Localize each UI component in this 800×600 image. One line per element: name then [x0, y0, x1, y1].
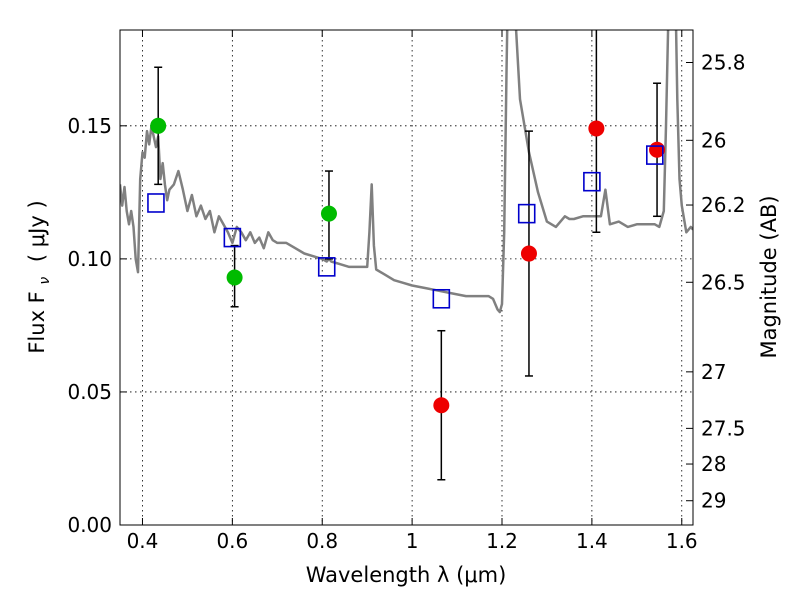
x-tick-label: 1.6	[666, 529, 698, 553]
model-flux-square	[645, 145, 664, 165]
green-photometry-point	[320, 205, 337, 222]
right-tick-label: 29	[701, 489, 726, 513]
model-flux-square	[147, 193, 165, 213]
model-flux-square	[223, 227, 242, 248]
right-tick-label: 26	[701, 128, 726, 152]
y-tick-label: 0.00	[67, 513, 112, 537]
y-axis-label-subscript: ν	[37, 277, 53, 285]
y-axis-label-group: Flux F ν ( μJy )	[25, 200, 54, 353]
model-flux-square	[583, 171, 601, 192]
red-photometry-point	[588, 120, 605, 137]
y-axis-label-unit: ( μJy )	[25, 200, 49, 262]
x-tick-label: 1.4	[576, 529, 608, 553]
model-flux-square	[517, 203, 536, 224]
y-tick-label: 0.15	[67, 114, 112, 138]
right-tick-label: 27.5	[701, 416, 746, 440]
red-photometry-point	[433, 397, 450, 414]
data-markers	[147, 117, 666, 414]
right-tick-label: 25.8	[701, 50, 746, 74]
plot-area	[120, 30, 693, 314]
right-tick-label: 28	[701, 452, 726, 476]
right-tick-label: 26.5	[701, 270, 746, 294]
green-photometry-point	[226, 269, 243, 286]
right-tick-label: 27	[701, 360, 726, 384]
red-photometry-point	[520, 245, 537, 262]
model-flux-square	[432, 288, 451, 309]
green-photometry-point	[150, 117, 167, 134]
right-axis-label: Magnitude (AB)	[757, 195, 781, 358]
y-axis-label: Flux F	[25, 291, 49, 353]
x-tick-label: 0.4	[127, 529, 159, 553]
x-tick-label: 0.8	[306, 529, 338, 553]
right-tick-label: 26.2	[701, 193, 746, 217]
y-tick-label: 0.05	[67, 380, 112, 404]
x-tick-label: 1	[406, 529, 419, 553]
x-tick-label: 0.6	[216, 529, 248, 553]
x-tick-label: 1.2	[486, 529, 518, 553]
axes-ticks: 0.4 0.6 0.8 1 1.2 1.4 1.6 0.00 0.05 0.10 0.15 25.8 2…	[67, 30, 746, 553]
model-flux-square	[317, 257, 336, 277]
plot-frame	[119, 29, 694, 526]
x-axis-label: Wavelength λ (μm)	[306, 563, 507, 587]
model-spectrum-line	[120, 30, 693, 314]
y-tick-label: 0.10	[67, 247, 112, 271]
svg-text:Flux F ν ( μJy ): Flux F ν ( μJy )	[25, 200, 54, 353]
